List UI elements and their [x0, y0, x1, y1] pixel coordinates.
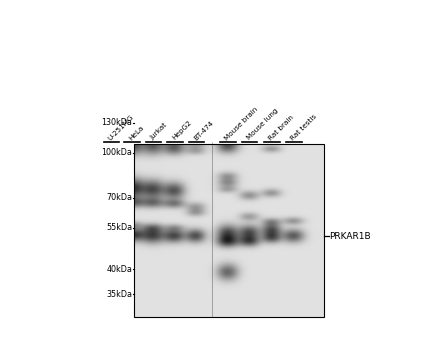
Text: 70kDa: 70kDa: [106, 194, 132, 202]
Text: 35kDa: 35kDa: [106, 290, 132, 299]
Text: Mouse lung: Mouse lung: [245, 108, 279, 141]
Text: Rat brain: Rat brain: [268, 114, 295, 141]
Text: HeLa: HeLa: [128, 124, 145, 141]
Text: HepG2: HepG2: [171, 120, 193, 141]
Text: U-251MG: U-251MG: [107, 113, 135, 141]
Text: 40kDa: 40kDa: [106, 265, 132, 274]
Bar: [134, 144, 324, 317]
Text: 100kDa: 100kDa: [101, 148, 132, 157]
Text: BT-474: BT-474: [192, 119, 214, 141]
Text: Rat testis: Rat testis: [290, 113, 318, 141]
Text: PRKAR1B: PRKAR1B: [329, 232, 371, 240]
Text: 55kDa: 55kDa: [106, 223, 132, 232]
Text: Jurkat: Jurkat: [149, 122, 169, 141]
Text: Mouse brain: Mouse brain: [224, 106, 260, 141]
Text: 130kDa: 130kDa: [101, 119, 132, 127]
